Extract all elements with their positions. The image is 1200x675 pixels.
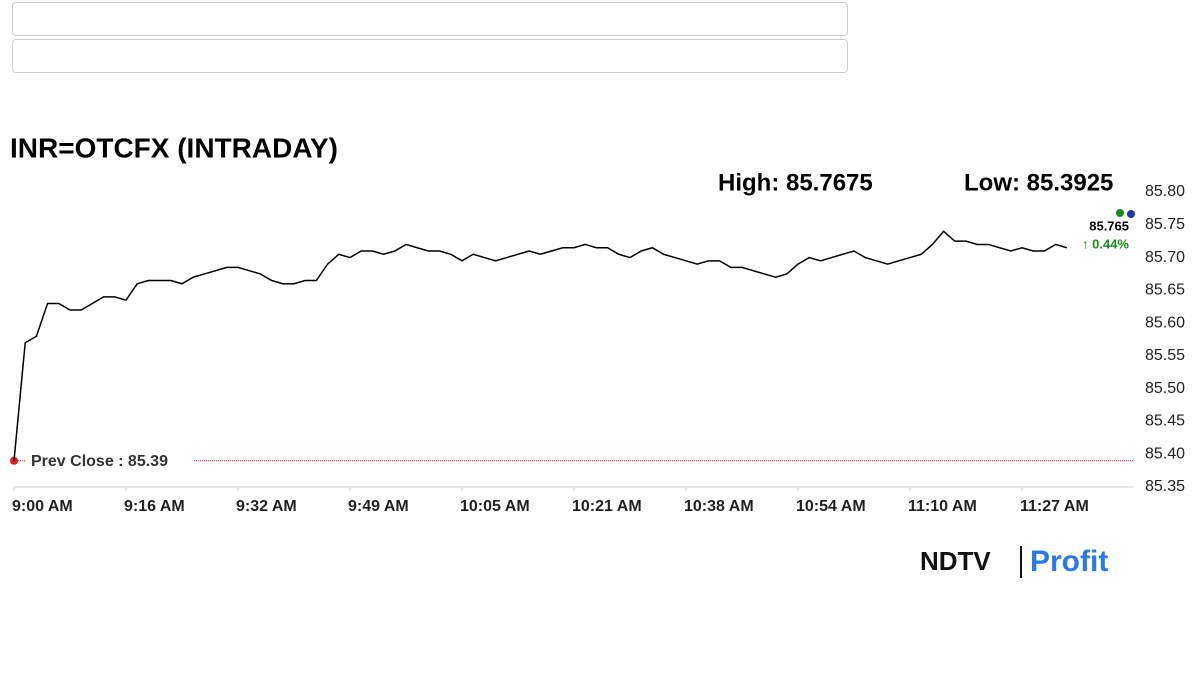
y-tick-label: 85.35 xyxy=(1145,478,1185,495)
logo-right: Profit xyxy=(1030,545,1108,578)
y-tick-label: 85.45 xyxy=(1145,413,1185,430)
x-tick-label: 9:32 AM xyxy=(236,498,297,515)
x-tick-label: 9:16 AM xyxy=(124,498,185,515)
logo-left: NDTV xyxy=(920,546,991,576)
x-tick-label: 11:27 AM xyxy=(1020,498,1089,515)
x-tick-label: 11:10 AM xyxy=(908,498,977,515)
x-tick-label: 10:54 AM xyxy=(796,498,866,515)
reference-label: Prev Close : 85.39 xyxy=(31,453,168,470)
change-label: ↑ 0.44% xyxy=(1082,236,1129,251)
last-value-label: 85.765 xyxy=(1089,218,1129,233)
indicator-dot xyxy=(1116,209,1124,217)
price-line xyxy=(13,230,1068,461)
input-box[interactable] xyxy=(12,2,848,36)
y-tick-label: 85.50 xyxy=(1145,380,1185,397)
y-tick-label: 85.60 xyxy=(1145,314,1185,331)
y-tick-label: 85.40 xyxy=(1145,445,1185,462)
y-tick-label: 85.75 xyxy=(1145,216,1185,233)
x-tick-label: 10:05 AM xyxy=(460,498,530,515)
y-tick-label: 85.65 xyxy=(1145,282,1185,299)
y-tick-label: 85.70 xyxy=(1145,249,1185,266)
high-label: High: 85.7675 xyxy=(718,169,873,196)
chart-title: INR=OTCFX (INTRADAY) xyxy=(10,132,338,163)
low-label: Low: 85.3925 xyxy=(964,169,1113,196)
x-tick-label: 9:49 AM xyxy=(348,498,409,515)
x-tick-label: 10:21 AM xyxy=(572,498,642,515)
indicator-dot xyxy=(1127,210,1135,218)
y-tick-label: 85.55 xyxy=(1145,347,1185,364)
x-tick-label: 9:00 AM xyxy=(12,498,73,515)
reference-label-bg xyxy=(26,450,194,471)
input-box[interactable] xyxy=(12,39,848,73)
x-tick-label: 10:38 AM xyxy=(684,498,754,515)
y-tick-label: 85.80 xyxy=(1145,183,1185,200)
